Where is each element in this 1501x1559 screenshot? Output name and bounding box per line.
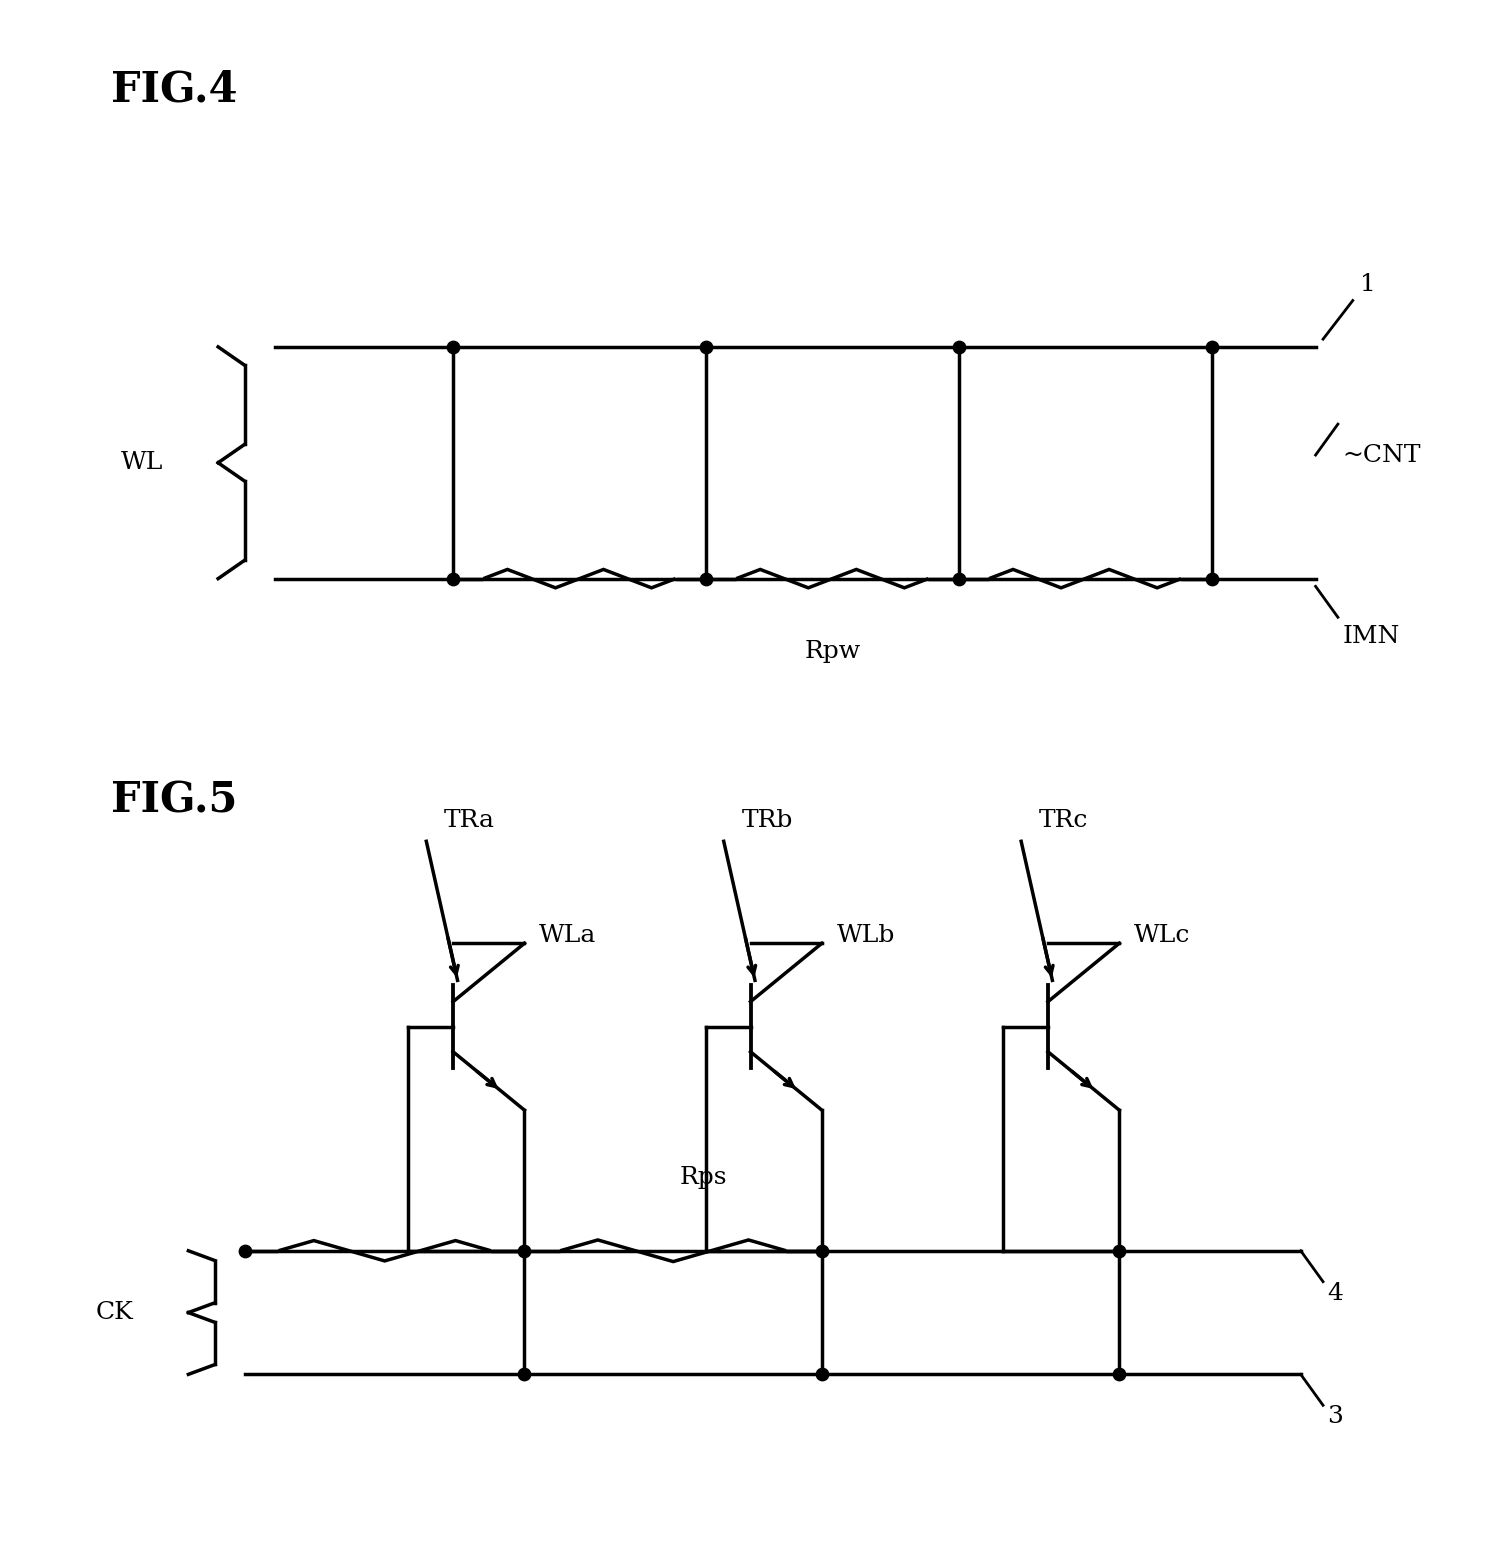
Text: Rps: Rps xyxy=(678,1166,726,1190)
Point xyxy=(693,334,717,359)
Text: 1: 1 xyxy=(1360,273,1376,296)
Text: ~CNT: ~CNT xyxy=(1342,443,1421,466)
Point xyxy=(1108,1363,1132,1388)
Text: 3: 3 xyxy=(1327,1405,1343,1428)
Text: FIG.4: FIG.4 xyxy=(111,69,237,111)
Text: 4: 4 xyxy=(1327,1281,1343,1305)
Text: Rpw: Rpw xyxy=(805,641,860,664)
Point xyxy=(947,566,971,591)
Text: TRb: TRb xyxy=(741,809,793,833)
Text: CK: CK xyxy=(96,1302,134,1324)
Point xyxy=(811,1238,835,1263)
Text: IMN: IMN xyxy=(1342,625,1400,649)
Point xyxy=(512,1363,536,1388)
Point xyxy=(947,334,971,359)
Point xyxy=(1199,566,1223,591)
Text: WL: WL xyxy=(120,451,164,474)
Point xyxy=(512,1238,536,1263)
Text: TRa: TRa xyxy=(444,809,495,833)
Point xyxy=(693,566,717,591)
Text: WLc: WLc xyxy=(1135,924,1190,946)
Text: WLb: WLb xyxy=(836,924,895,946)
Point xyxy=(1199,334,1223,359)
Point xyxy=(441,334,465,359)
Text: FIG.5: FIG.5 xyxy=(111,780,237,822)
Point xyxy=(233,1238,257,1263)
Point xyxy=(441,566,465,591)
Point xyxy=(811,1363,835,1388)
Point xyxy=(1108,1238,1132,1263)
Text: WLa: WLa xyxy=(539,924,597,946)
Text: TRc: TRc xyxy=(1039,809,1088,833)
